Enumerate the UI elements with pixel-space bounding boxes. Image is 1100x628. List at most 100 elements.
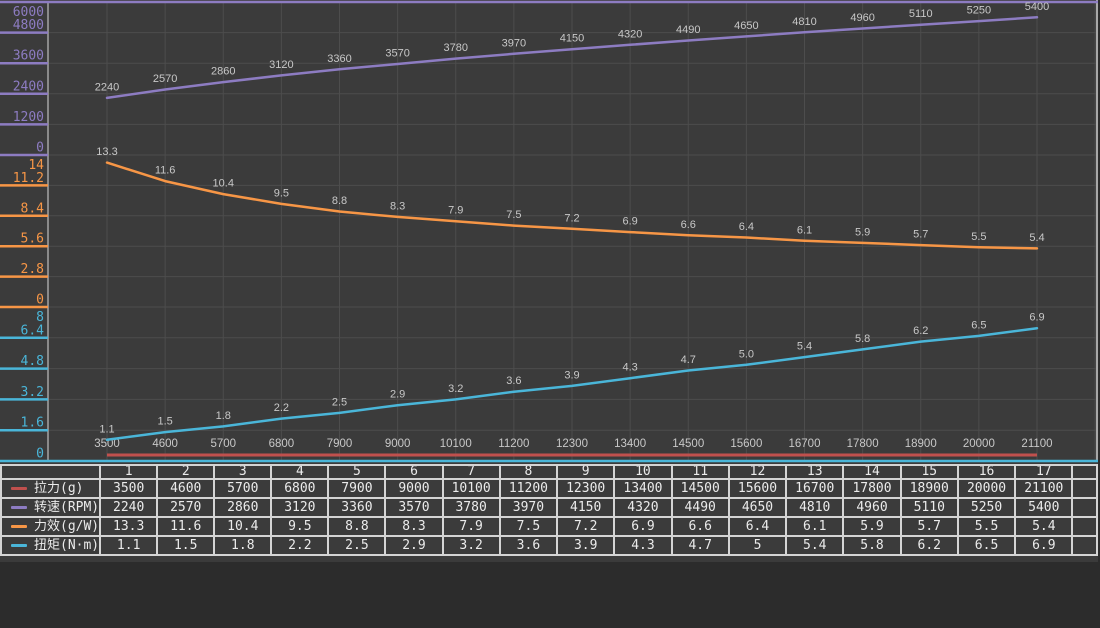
table-value-cell: 11200 — [498, 478, 559, 499]
table-value-cell: 5700 — [213, 478, 273, 499]
svg-text:10.4: 10.4 — [213, 178, 234, 190]
table-col-header: 3 — [213, 464, 273, 480]
svg-text:13.3: 13.3 — [96, 146, 117, 158]
svg-text:2.8: 2.8 — [21, 262, 44, 277]
svg-text:11.6: 11.6 — [155, 165, 176, 177]
table-value-cell: 6.6 — [670, 516, 730, 537]
series-color-swatch-icon — [11, 506, 27, 509]
table-col-header: 11 — [670, 464, 730, 480]
table-value-cell: 7.2 — [556, 516, 616, 537]
table-filler-cell — [1071, 478, 1098, 499]
table-value-cell: 4150 — [556, 497, 616, 518]
table-value-cell: 6.9 — [613, 516, 673, 537]
svg-text:4650: 4650 — [734, 20, 758, 32]
svg-text:17800: 17800 — [847, 438, 879, 450]
svg-text:4150: 4150 — [560, 33, 584, 45]
svg-text:6.9: 6.9 — [1029, 312, 1044, 324]
svg-text:2.9: 2.9 — [390, 389, 405, 401]
svg-text:5400: 5400 — [1025, 1, 1049, 13]
table-value-cell: 6.4 — [727, 516, 788, 537]
table-value-cell: 20000 — [956, 478, 1017, 499]
table-value-cell: 3.6 — [498, 535, 559, 556]
svg-text:5.0: 5.0 — [739, 348, 754, 360]
svg-text:3780: 3780 — [444, 42, 468, 54]
table-value-cell: 4320 — [613, 497, 673, 518]
svg-text:0: 0 — [36, 293, 44, 308]
table-col-header: 4 — [270, 464, 330, 480]
svg-text:18900: 18900 — [905, 438, 937, 450]
svg-text:8.3: 8.3 — [390, 200, 405, 212]
svg-text:1.6: 1.6 — [21, 416, 44, 431]
svg-text:2240: 2240 — [95, 81, 119, 93]
svg-text:14500: 14500 — [672, 438, 704, 450]
table-col-header: 8 — [498, 464, 559, 480]
series-label: 扭矩(N·m) — [34, 538, 100, 553]
table-value-cell: 14500 — [670, 478, 730, 499]
table-value-cell: 2240 — [99, 497, 159, 518]
svg-text:12300: 12300 — [556, 438, 588, 450]
svg-text:5.7: 5.7 — [913, 229, 928, 241]
table-value-cell: 15600 — [727, 478, 788, 499]
svg-text:4600: 4600 — [152, 438, 178, 450]
table-col-header: 14 — [842, 464, 902, 480]
svg-text:3.9: 3.9 — [564, 369, 579, 381]
table-value-cell: 2.2 — [270, 535, 330, 556]
table-col-header: 15 — [899, 464, 959, 480]
svg-text:7.5: 7.5 — [506, 209, 521, 221]
svg-text:6.2: 6.2 — [913, 325, 928, 337]
svg-text:11.2: 11.2 — [13, 171, 44, 186]
table-value-cell: 4.3 — [613, 535, 673, 556]
table-value-cell: 7.5 — [498, 516, 559, 537]
svg-text:4.8: 4.8 — [21, 354, 44, 369]
table-value-cell: 5110 — [899, 497, 959, 518]
table-value-cell: 5.5 — [956, 516, 1017, 537]
series-label-cell: 拉力(g) — [0, 478, 102, 499]
table-value-cell: 12300 — [556, 478, 616, 499]
svg-text:14: 14 — [28, 158, 44, 173]
svg-text:3.2: 3.2 — [21, 385, 44, 400]
table-value-cell: 5.8 — [842, 535, 902, 556]
table-value-cell: 11.6 — [156, 516, 216, 537]
table-value-cell: 8.3 — [384, 516, 444, 537]
table-value-cell: 5.7 — [899, 516, 959, 537]
table-value-cell: 6800 — [270, 478, 330, 499]
svg-text:6.1: 6.1 — [797, 224, 812, 236]
svg-text:9000: 9000 — [385, 438, 411, 450]
table-col-header: 6 — [384, 464, 444, 480]
svg-text:0: 0 — [36, 141, 44, 156]
table-col-header: 5 — [327, 464, 387, 480]
svg-text:13400: 13400 — [614, 438, 646, 450]
table-value-cell: 13400 — [613, 478, 673, 499]
table-value-cell: 3120 — [270, 497, 330, 518]
svg-text:5.4: 5.4 — [797, 341, 812, 353]
table-value-cell: 1.5 — [156, 535, 216, 556]
table-col-header: 12 — [727, 464, 788, 480]
table-value-cell: 1.8 — [213, 535, 273, 556]
svg-text:5.5: 5.5 — [971, 231, 986, 243]
table-value-cell: 1.1 — [99, 535, 159, 556]
series-rpm-line: 2240 2570 2860 3120 3360 3570 3780 3970 4150 4320… — [95, 1, 1049, 100]
svg-text:5.6: 5.6 — [21, 232, 44, 247]
svg-text:15600: 15600 — [730, 438, 762, 450]
svg-text:8: 8 — [36, 310, 44, 325]
svg-text:6.4: 6.4 — [21, 323, 45, 338]
table-col-header: 9 — [556, 464, 616, 480]
table-row: 力效(g/W) 13.3 11.6 10.4 9.5 8.8 8.3 7.9 7.5 7.2 6.9… — [0, 516, 1098, 537]
table-row: 扭矩(N·m) 1.1 1.5 1.8 2.2 2.5 2.9 3.2 3.6 3.9 4.3 4.7… — [0, 535, 1098, 556]
table-header-row: 1 2 3 4 5 6 7 8 9 10 11 12 13 14 15 16 17 — [0, 464, 1098, 480]
svg-text:3360: 3360 — [327, 53, 351, 65]
table-col-header: 10 — [613, 464, 673, 480]
table-value-cell: 6.9 — [1014, 535, 1074, 556]
table-corner-cell — [0, 464, 102, 480]
table-value-cell: 4.7 — [670, 535, 730, 556]
table-value-cell: 5 — [727, 535, 788, 556]
table-value-cell: 4650 — [727, 497, 788, 518]
table-value-cell: 5.4 — [785, 535, 845, 556]
svg-text:7.9: 7.9 — [448, 205, 463, 217]
table-col-header: 16 — [956, 464, 1017, 480]
svg-text:8.8: 8.8 — [332, 195, 347, 207]
svg-text:4320: 4320 — [618, 28, 642, 40]
svg-text:9.5: 9.5 — [274, 187, 289, 199]
svg-text:5.4: 5.4 — [1029, 232, 1044, 244]
